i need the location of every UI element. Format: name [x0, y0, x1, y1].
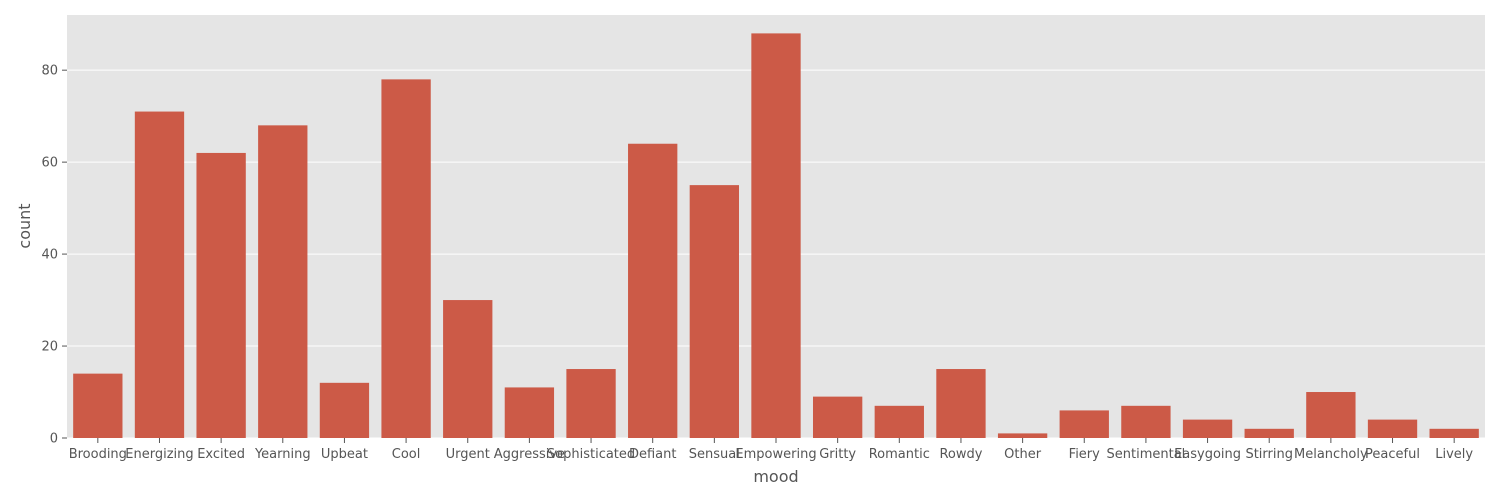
x-tick-label: Yearning	[254, 447, 311, 462]
y-tick-label: 60	[41, 156, 58, 171]
x-tick-label: Empowering	[735, 447, 816, 462]
x-tick-label: Melancholy	[1294, 447, 1368, 462]
bar-excited	[196, 152, 246, 438]
x-tick-label: Fiery	[1069, 447, 1100, 462]
bar-peaceful	[1367, 419, 1418, 438]
bar-fiery	[1059, 410, 1109, 438]
x-tick-label: Defiant	[629, 447, 677, 462]
x-tick-label: Other	[1004, 447, 1042, 462]
bar-sophisticated	[566, 369, 616, 438]
bar-melancholy	[1306, 392, 1356, 438]
x-tick-label: Aggressive	[494, 447, 565, 462]
bar-cool	[381, 79, 431, 438]
x-tick-label: Cool	[392, 447, 421, 462]
bar-gritty	[812, 396, 863, 438]
x-tick-label: Gritty	[819, 447, 856, 462]
x-tick-label: Sophisticated	[547, 447, 635, 462]
bar-sensual	[689, 185, 740, 438]
x-tick-label: Brooding	[69, 447, 127, 462]
bar-defiant	[628, 143, 678, 438]
x-tick-label: Rowdy	[939, 447, 982, 462]
y-axis-title: count	[15, 203, 34, 248]
y-tick-label: 80	[41, 64, 58, 79]
bars	[73, 33, 1479, 439]
bar-lively	[1429, 428, 1479, 438]
bar-romantic	[874, 405, 924, 438]
bar-empowering	[751, 33, 801, 439]
x-tick-label: Peaceful	[1365, 447, 1420, 462]
y-tick-label: 40	[41, 248, 58, 263]
bar-aggressive	[504, 387, 555, 438]
x-axis-title: mood	[753, 467, 798, 486]
y-tick-label: 0	[50, 432, 58, 447]
bar-easygoing	[1182, 419, 1233, 438]
x-tick-label: Sensual	[689, 447, 740, 462]
bar-yearning	[258, 125, 308, 438]
x-tick-label: Easygoing	[1174, 447, 1241, 462]
x-tick-label: Lively	[1435, 447, 1473, 462]
bar-sentimental	[1121, 405, 1171, 438]
bar-rowdy	[936, 369, 986, 438]
bar-energizing	[134, 111, 185, 438]
x-tick-label: Romantic	[869, 447, 930, 462]
x-tick-label: Sentimental	[1107, 447, 1186, 462]
y-ticks: 0 20 40 60 80	[41, 64, 67, 447]
x-tick-label: Urgent	[446, 447, 490, 462]
x-tick-label: Stirring	[1245, 447, 1293, 462]
y-tick-label: 20	[41, 340, 58, 355]
x-tick-label: Upbeat	[321, 447, 368, 462]
bar-urgent	[443, 300, 493, 438]
bar-stirring	[1244, 428, 1294, 438]
bar-other	[997, 433, 1048, 438]
bar-brooding	[73, 373, 123, 438]
x-tick-label: Excited	[197, 447, 245, 462]
bar-upbeat	[319, 382, 370, 438]
x-tick-label: Energizing	[125, 447, 193, 462]
